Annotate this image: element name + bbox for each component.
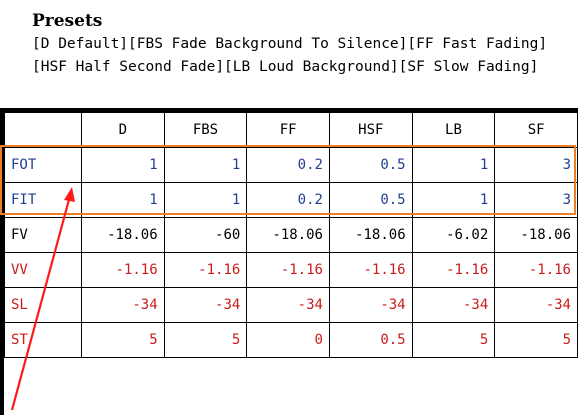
table-cell: -6.02 [411,217,496,253]
table-cell: 5 [494,322,578,358]
table-row-fv: FV -18.06 -60 -18.06 -18.06 -6.02 -18.06 [4,217,578,253]
table-cell: 1 [163,147,248,183]
table-cell: 1 [163,182,248,218]
table-cell: -60 [163,217,248,253]
table-cell: -34 [81,287,165,323]
table-cell: -18.06 [494,217,578,253]
table-cell: -1.16 [163,252,248,288]
row-label: ST [4,322,82,358]
table-cell: 0 [246,322,330,358]
table-cell: -1.16 [246,252,330,288]
table-cell: 1 [81,147,165,183]
table-cell: 5 [411,322,496,358]
column-header-lb: LB [411,112,496,148]
table-cell: 0.5 [328,182,413,218]
table-cell: 5 [81,322,165,358]
table-cell: -1.16 [494,252,578,288]
table-cell: 0.5 [328,322,413,358]
row-label: VV [4,252,82,288]
table-cell: -1.16 [411,252,496,288]
table-cell: 0.5 [328,147,413,183]
table-row-fit: FIT 1 1 0.2 0.5 1 3 [4,182,578,218]
column-header-sf: SF [494,112,578,148]
table-cell: -34 [494,287,578,323]
table-cell: -34 [163,287,248,323]
table-row-sl: SL -34 -34 -34 -34 -34 -34 [4,287,578,323]
table-row-vv: VV -1.16 -1.16 -1.16 -1.16 -1.16 -1.16 [4,252,578,288]
presets-legend: [D Default][FBS Fade Background To Silen… [32,36,548,75]
column-header-ff: FF [246,112,330,148]
table-cell: 5 [163,322,248,358]
table-cell: -34 [411,287,496,323]
table-cell: -18.06 [246,217,330,253]
table-row-fot: FOT 1 1 0.2 0.5 1 3 [4,147,578,183]
corner-cell [4,112,82,148]
table-cell: 3 [494,147,578,183]
table-cell: -1.16 [81,252,165,288]
presets-title: Presets [32,11,103,31]
table-cell: -18.06 [328,217,413,253]
table-header-row: D FBS FF HSF LB SF [4,112,578,148]
column-header-fbs: FBS [163,112,248,148]
table-cell: 0.2 [246,147,330,183]
row-label: FV [4,217,82,253]
table-cell: 0.2 [246,182,330,218]
table-row-st: ST 5 5 0 0.5 5 5 [4,322,578,358]
presets-table-container: D FBS FF HSF LB SF FOT 1 1 0.2 0.5 1 3 F… [0,108,578,415]
row-label: FOT [4,147,82,183]
table-cell: 1 [411,147,496,183]
row-label: FIT [4,182,82,218]
table-cell: -34 [246,287,330,323]
table-cell: -1.16 [328,252,413,288]
table-cell: 3 [494,182,578,218]
table-cell: -34 [328,287,413,323]
table-cell: 1 [411,182,496,218]
presets-header: Presets [D Default][FBS Fade Background … [32,10,572,79]
table-cell: -18.06 [81,217,165,253]
presets-table: D FBS FF HSF LB SF FOT 1 1 0.2 0.5 1 3 F… [4,112,578,358]
row-label: SL [4,287,82,323]
table-cell: 1 [81,182,165,218]
column-header-d: D [81,112,165,148]
column-header-hsf: HSF [328,112,413,148]
